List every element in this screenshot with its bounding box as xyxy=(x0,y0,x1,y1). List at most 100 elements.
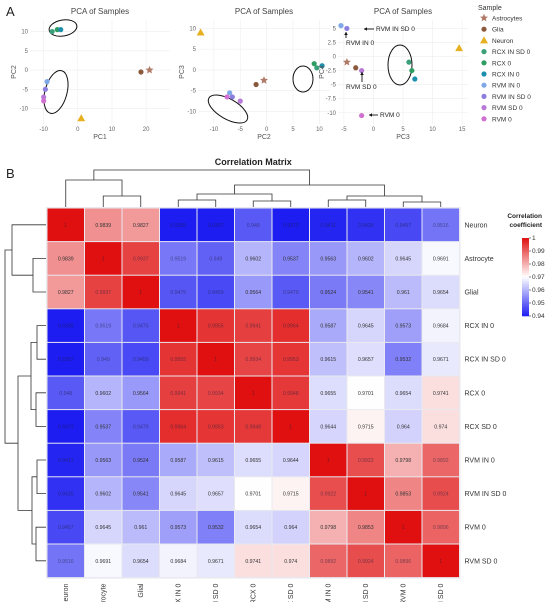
heatmap-cell xyxy=(272,208,309,242)
row-dendrogram-branch xyxy=(11,224,46,276)
y-tick-label: 0 xyxy=(333,55,337,61)
legend-marker-rvm-sd-0 xyxy=(481,105,487,111)
heatmap-cell xyxy=(310,242,347,275)
legend-label-rcx-in-sd-0: RCX IN SD 0 xyxy=(492,49,531,56)
y-tick-label: -5 xyxy=(331,83,337,89)
row-label-rcx-sd-0: RCX SD 0 xyxy=(465,424,497,431)
colorbar-step xyxy=(522,282,529,286)
row-dendrogram-branch xyxy=(36,325,46,360)
colorbar-tick-label: 0.97 xyxy=(532,274,545,281)
heatmap-title: Correlation Matrix xyxy=(215,157,292,167)
point-rvm-in-0 xyxy=(338,23,344,29)
cell-value: 0.9645 xyxy=(170,492,186,498)
colorbar-step xyxy=(522,267,529,270)
colorbar-step xyxy=(522,296,529,299)
heatmap-cell xyxy=(122,443,159,477)
point-rcx-in-sd-0 xyxy=(406,59,412,65)
cell-value: 1 xyxy=(214,357,217,363)
cell-value: 0.9519 xyxy=(95,324,111,330)
heatmap-cell xyxy=(347,544,384,578)
x-tick-label: 5 xyxy=(401,127,405,133)
cell-value: 0.9479 xyxy=(283,290,299,296)
colorbar-step xyxy=(522,306,529,309)
heatmap-cell xyxy=(47,410,84,443)
heatmap-cell xyxy=(385,342,422,376)
legend-title: Sample xyxy=(478,5,502,12)
x-tick-label: -5 xyxy=(238,127,244,133)
col-label-rcx-sd-0: RCX SD 0 xyxy=(288,584,295,602)
heatmap-cell xyxy=(272,242,309,275)
cell-value: 0.9587 xyxy=(320,324,336,330)
cell-value: 0.9955 xyxy=(170,357,186,363)
point-rvm-in-0 xyxy=(44,79,50,85)
heatmap-cell xyxy=(422,208,459,242)
pca-plot-pc3-pc4: PCA of Samples -5 0 5 10 15 -10 -7.5 -5 -2.5 0 2.5 5… xyxy=(319,7,468,141)
point-rvm-in-sd-0 xyxy=(344,25,350,32)
cell-value: 0.9691 xyxy=(433,256,449,262)
y-axis-label: PC3 xyxy=(179,65,186,79)
heatmap-cell xyxy=(272,342,309,376)
point-rvm-in-0 xyxy=(227,90,233,96)
legend-marker-rcx-0 xyxy=(481,60,487,66)
row-dendrogram-branch xyxy=(32,258,46,293)
point-rvm-sd-0 xyxy=(41,94,47,100)
cell-value: 0.9602 xyxy=(358,256,374,262)
cell-value: 1 xyxy=(327,458,330,464)
cell-value: 0.948 xyxy=(59,391,72,397)
cell-value: 0.9587 xyxy=(170,458,186,464)
cell-value: 0.9615 xyxy=(208,458,224,464)
colorbar-step xyxy=(522,263,529,266)
heatmap-cell xyxy=(160,242,197,275)
cell-value: 0.9524 xyxy=(133,458,149,464)
colorbar-step xyxy=(522,294,529,297)
colorbar-step xyxy=(522,298,529,301)
row-label-astrocyte: Astrocyte xyxy=(465,256,494,263)
cell-value: 0.9937 xyxy=(95,290,111,296)
heatmap-cell xyxy=(422,342,459,376)
heatmap-cell xyxy=(347,242,384,275)
heatmap-cell xyxy=(235,309,272,342)
cell-value: 0.9602 xyxy=(95,492,111,498)
heatmap-cell xyxy=(310,410,347,443)
heatmap-cell xyxy=(422,242,459,275)
cell-value: 0.9541 xyxy=(358,290,374,296)
colorbar-title-line1: Correlation xyxy=(507,213,542,220)
cell-value: 0.9948 xyxy=(245,424,261,430)
annotation-arrowhead xyxy=(369,113,372,117)
heatmap-cell xyxy=(235,275,272,309)
heatmap-cell xyxy=(47,208,84,242)
colorbar-step xyxy=(522,275,529,278)
heatmap-cell xyxy=(310,477,347,510)
column-dendrogram-branch xyxy=(327,199,367,207)
cell-value: 0.9955 xyxy=(208,324,224,330)
heatmap-cell xyxy=(197,242,234,275)
x-axis-label: PC2 xyxy=(257,134,271,141)
cell-value: 0.9948 xyxy=(283,391,299,397)
heatmap-cell xyxy=(85,477,122,510)
pca-title: PCA of Samples xyxy=(235,7,293,16)
point-rcx-0 xyxy=(409,67,415,74)
colorbar-step xyxy=(522,265,529,268)
heatmap-cell xyxy=(272,275,309,309)
legend-marker-rvm-0 xyxy=(481,116,487,122)
cell-value: 0.9922 xyxy=(320,492,336,498)
heatmap-cell xyxy=(197,309,234,342)
col-label-neuron: Neuron xyxy=(63,584,70,602)
heatmap-cell xyxy=(235,208,272,242)
heatmap-cell xyxy=(385,309,422,342)
heatmap-cell xyxy=(235,410,272,443)
cell-value: 0.9532 xyxy=(208,525,224,531)
heatmap-cell xyxy=(310,208,347,242)
cell-value: 0.9602 xyxy=(245,256,261,262)
heatmap-cell xyxy=(347,510,384,544)
legend-marker-astrocytes xyxy=(480,13,488,22)
heatmap-cell xyxy=(122,410,159,443)
colorbar-step xyxy=(522,284,529,288)
colorbar-step xyxy=(522,261,529,264)
heatmap-cell xyxy=(235,376,272,410)
heatmap-cell xyxy=(122,309,159,342)
colorbar-step xyxy=(522,249,529,252)
point-rvm-in-sd-0 xyxy=(229,94,235,100)
heatmap-cell xyxy=(122,376,159,410)
heatmap-cell xyxy=(347,443,384,477)
